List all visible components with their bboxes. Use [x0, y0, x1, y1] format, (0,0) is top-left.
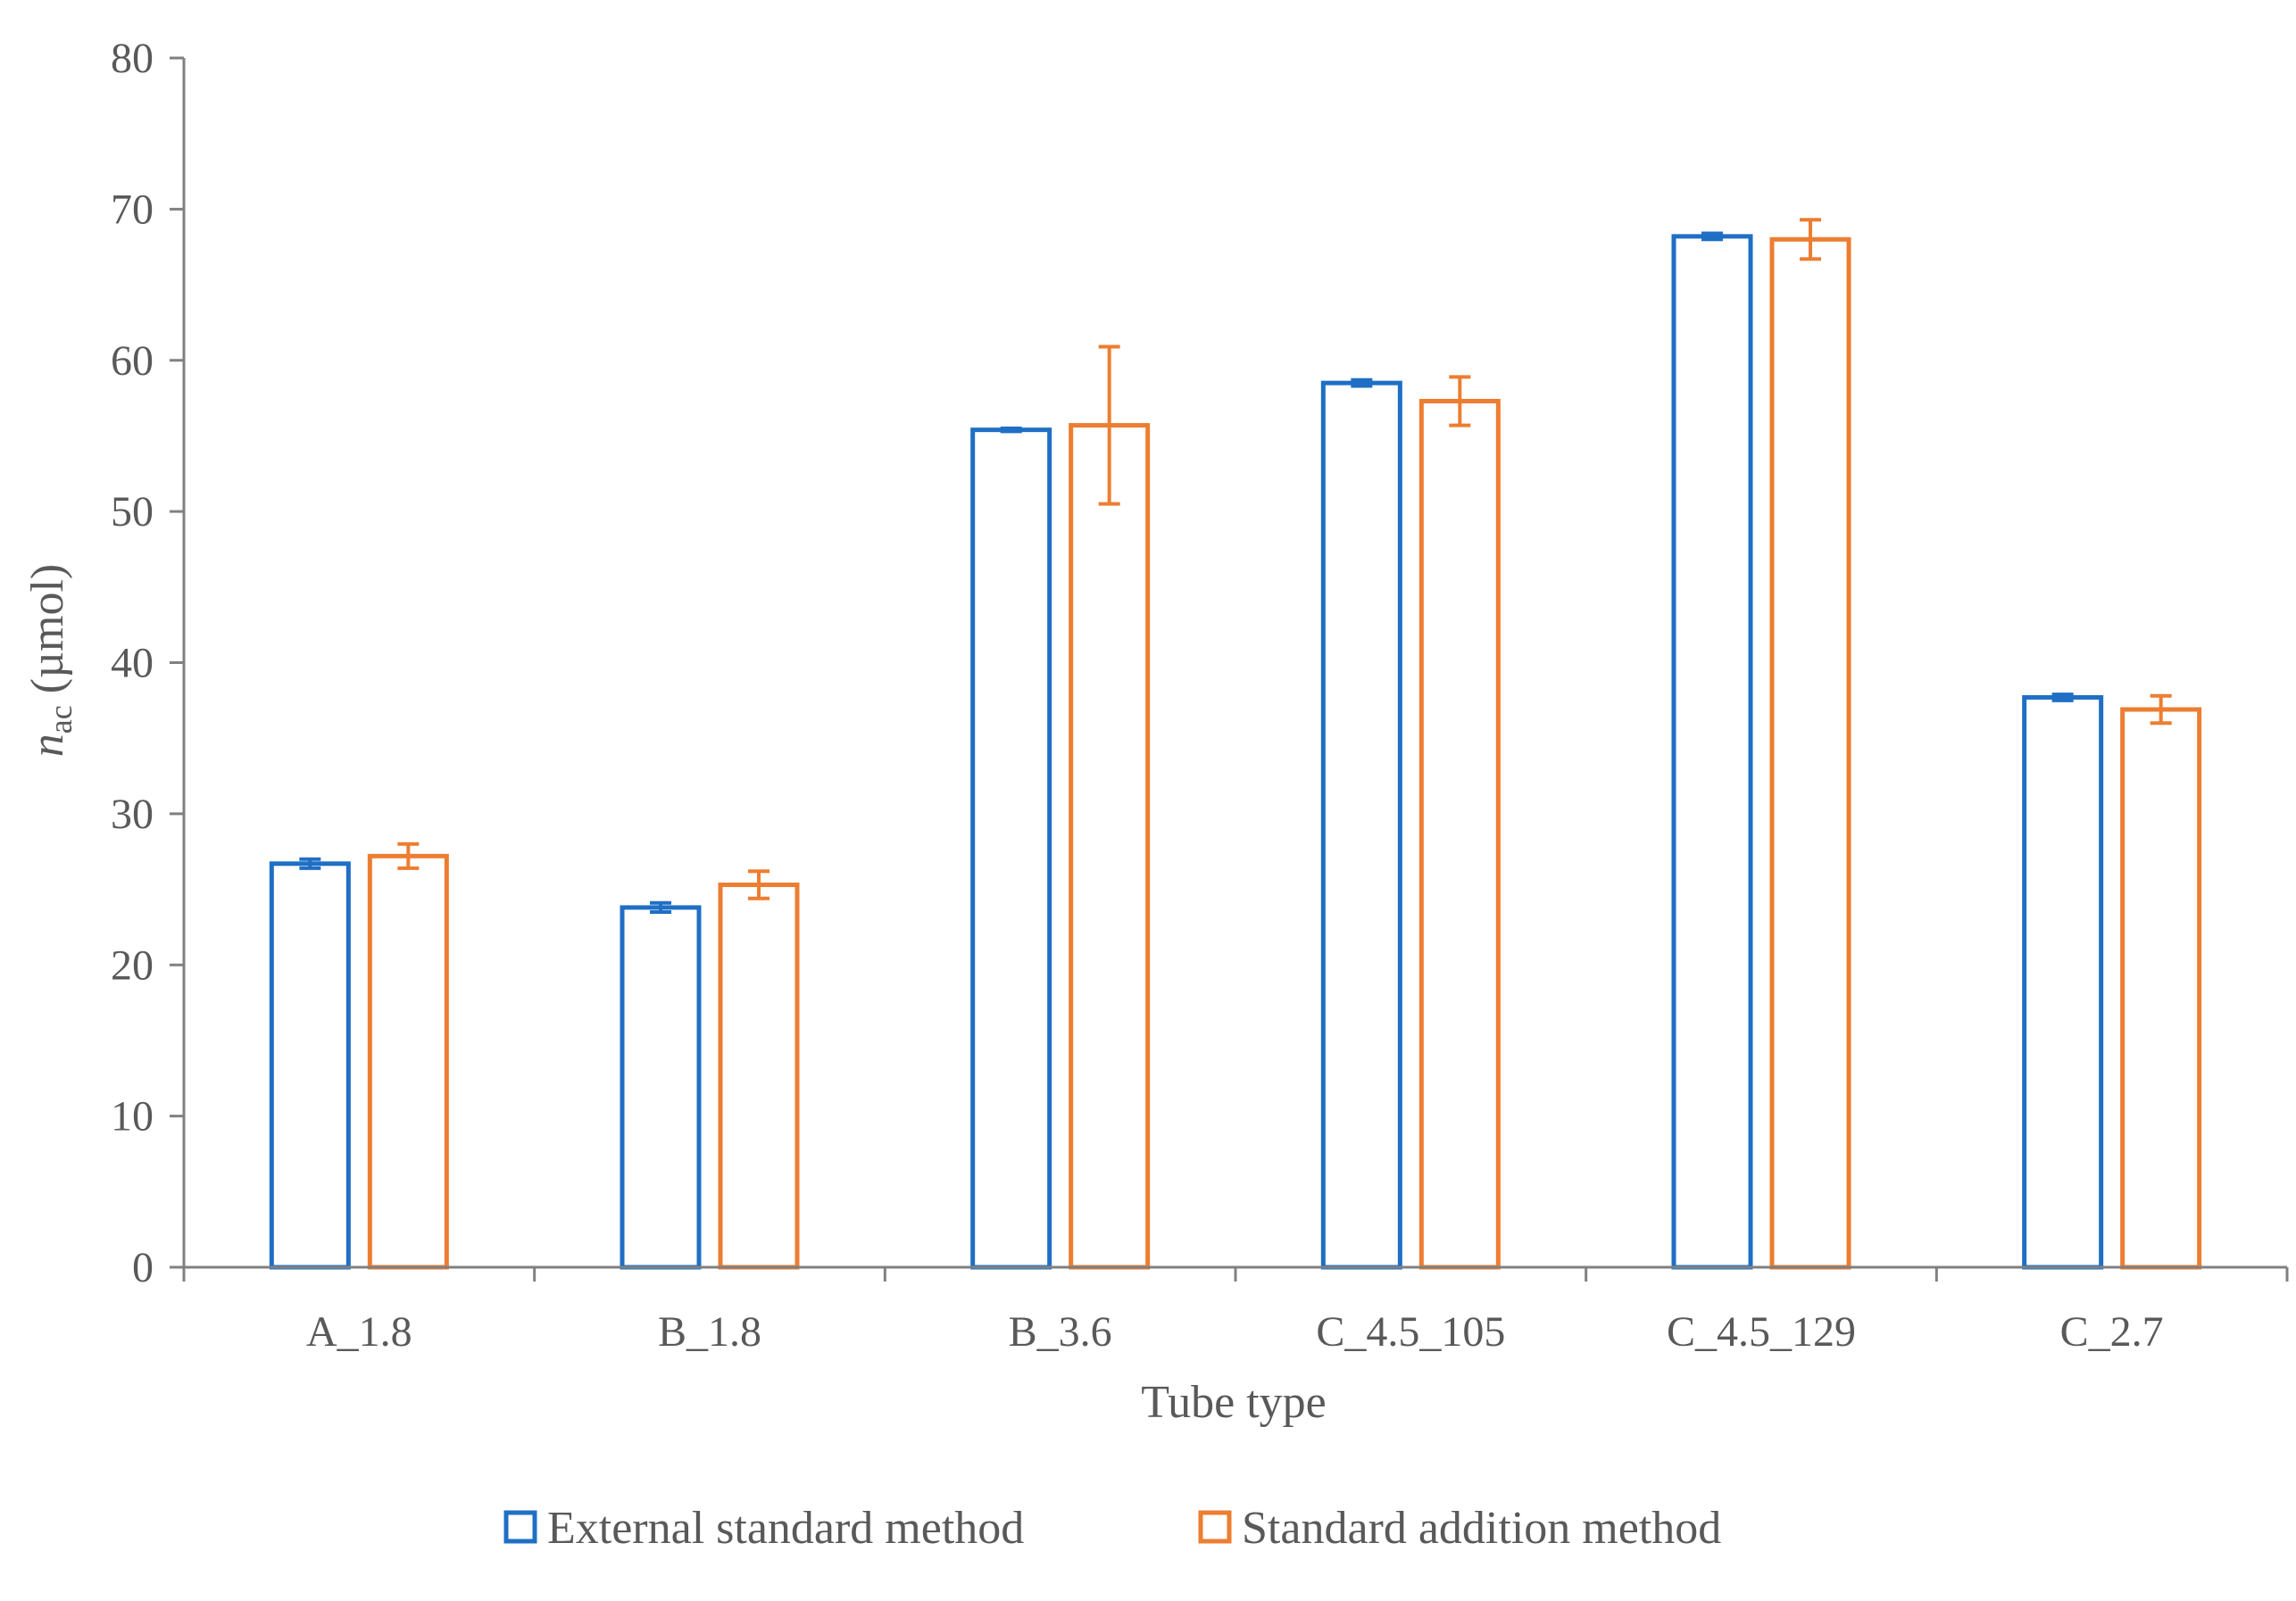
bar: [970, 427, 1052, 1270]
y-tick-label: 40: [111, 640, 154, 687]
bar: [1671, 234, 1753, 1270]
x-tick-label: C_2.7: [2060, 1308, 2164, 1356]
y-axis-title-unit: (µmol): [22, 564, 73, 706]
bar: [367, 853, 449, 1270]
bar: [2120, 707, 2202, 1270]
x-tick-label: C_4.5_105: [1316, 1308, 1505, 1356]
y-tick-label: 60: [111, 337, 154, 385]
y-tick-label: 30: [111, 791, 154, 838]
x-axis-ticks: A_1.8 B_1.8 B_3.6 C_4.5_105 C_4.5_129 C_2.7: [182, 1267, 2289, 1356]
x-tick-label: A_1.8: [306, 1308, 412, 1356]
error-bars: [299, 218, 2172, 914]
y-axis-title-symbol: n: [22, 734, 73, 757]
legend-swatch: [1198, 1510, 1232, 1544]
x-tick-label: C_4.5_129: [1667, 1308, 1856, 1356]
y-tick-label: 20: [111, 942, 154, 989]
y-tick-label: 50: [111, 488, 154, 535]
bar: [1069, 423, 1151, 1270]
x-axis-title: Tube type: [1141, 1377, 1327, 1428]
bar: [1418, 398, 1501, 1270]
y-axis-title-subscript: ac: [43, 705, 79, 734]
y-axis-title: nac (µmol): [22, 564, 79, 757]
y-tick-label: 70: [111, 186, 154, 233]
legend-label: External standard method: [547, 1503, 1024, 1554]
bar: [718, 882, 800, 1270]
bars: [269, 234, 2202, 1270]
legend: External standard method Standard additio…: [503, 1503, 1721, 1554]
bar: [620, 905, 702, 1270]
legend-label: Standard addition method: [1242, 1503, 1721, 1554]
y-axis-ticks: 0 10 20 30 40 50 60 70 80: [111, 35, 184, 1291]
y-tick-label: 10: [111, 1093, 154, 1141]
x-tick-label: B_3.6: [1009, 1308, 1112, 1356]
y-tick-label: 80: [111, 35, 154, 82]
legend-swatch: [503, 1510, 537, 1544]
bar: [1769, 236, 1851, 1270]
bar: [1320, 380, 1402, 1270]
y-tick-label: 0: [132, 1244, 154, 1291]
x-tick-label: B_1.8: [658, 1308, 761, 1356]
bar: [2022, 694, 2104, 1270]
bar: [269, 861, 351, 1270]
